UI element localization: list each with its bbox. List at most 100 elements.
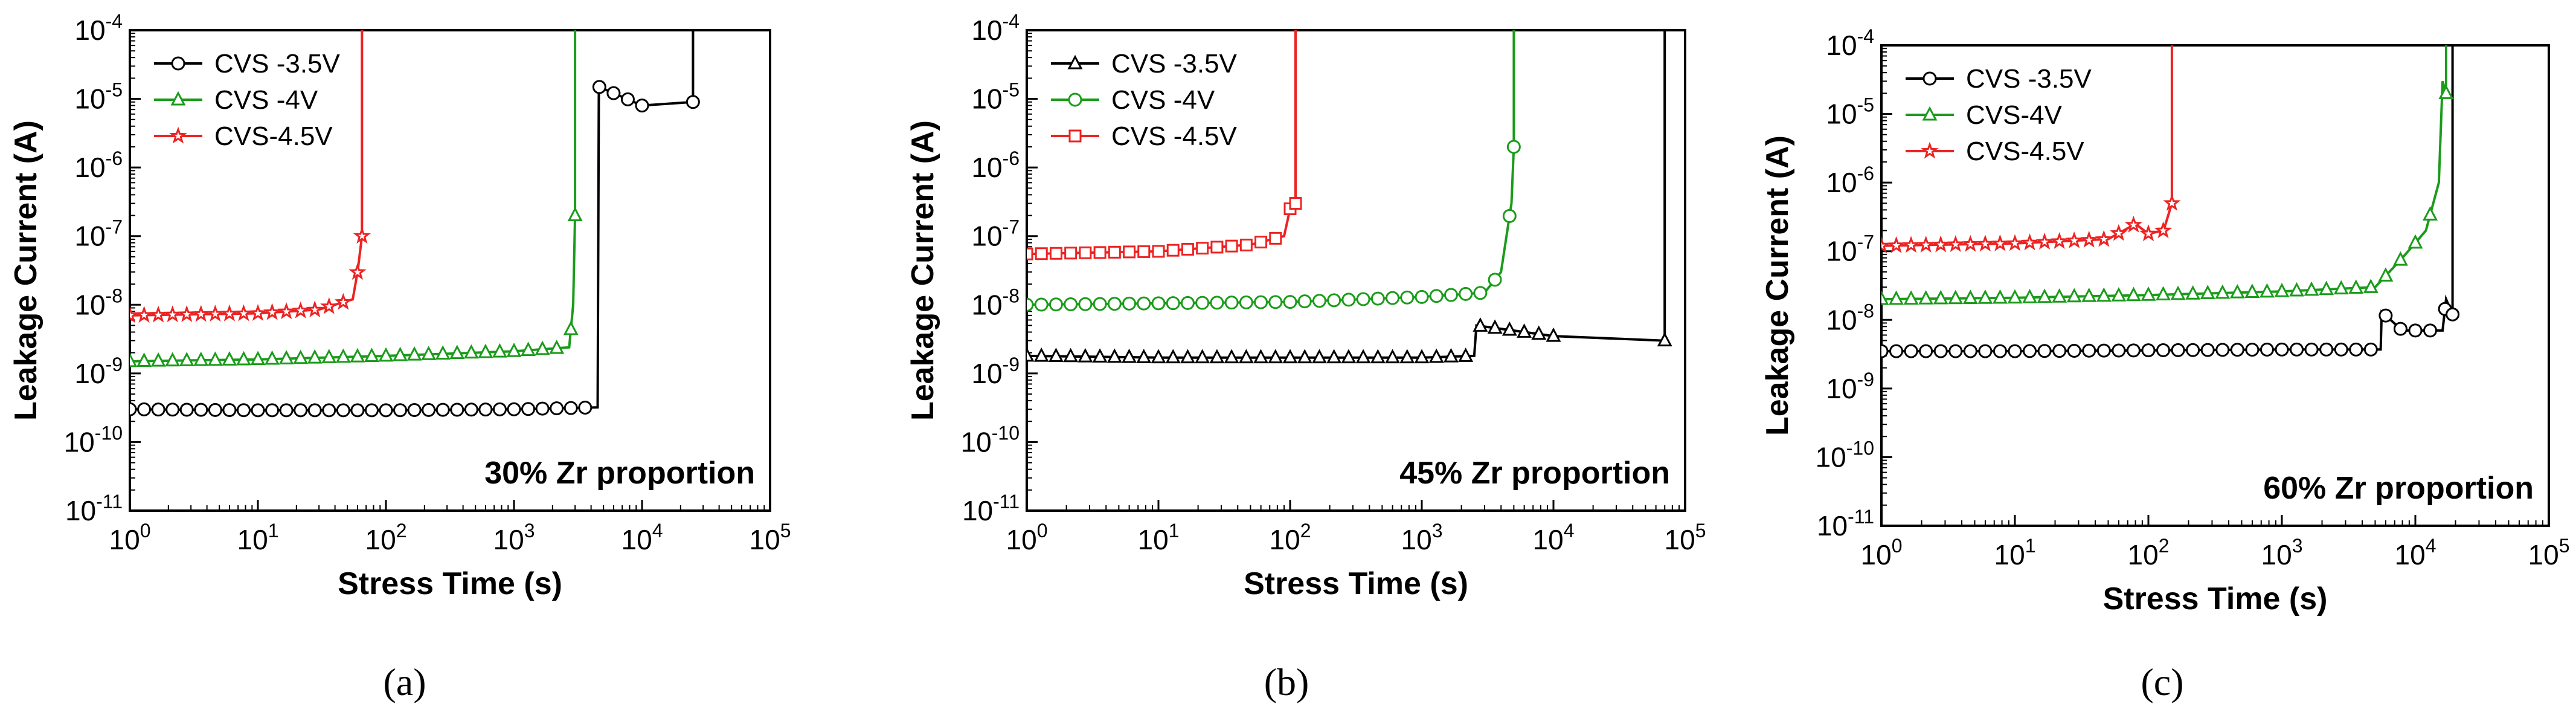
series-marker-1 bbox=[506, 343, 522, 357]
series-marker-0 bbox=[2378, 308, 2393, 323]
series-marker-0 bbox=[222, 403, 237, 418]
series-marker-2 bbox=[2163, 193, 2181, 211]
legend-marker-2 bbox=[1921, 141, 1939, 159]
data-area bbox=[1027, 30, 1672, 364]
panel-annotation: 30% Zr proportion bbox=[484, 456, 755, 491]
series-marker-0 bbox=[2037, 344, 2052, 358]
y-axis-title: Leakage Current (A) bbox=[905, 120, 940, 421]
series-marker-0 bbox=[2275, 342, 2289, 357]
legend-label-2: CVS-4.5V bbox=[214, 121, 333, 151]
y-tick-label: 10-11 bbox=[962, 491, 1020, 526]
series-marker-1 bbox=[1239, 295, 1253, 309]
series-marker-1 bbox=[435, 345, 451, 360]
legend-marker-1 bbox=[1922, 106, 1938, 121]
series-marker-0 bbox=[2446, 307, 2460, 322]
series-marker-1 bbox=[1502, 208, 1517, 223]
series-marker-2 bbox=[1166, 244, 1180, 257]
series-marker-0 bbox=[2319, 342, 2334, 357]
x-tick-label: 105 bbox=[1665, 520, 1706, 555]
series-marker-0 bbox=[1165, 349, 1181, 364]
series-marker-0 bbox=[1048, 347, 1064, 362]
series-marker-0 bbox=[1209, 349, 1225, 364]
series-marker-1 bbox=[521, 341, 536, 357]
x-tick-label: 102 bbox=[1270, 520, 1311, 555]
x-tick-label: 104 bbox=[1533, 520, 1575, 555]
series-marker-2 bbox=[2006, 234, 2024, 251]
y-tick-label: 10-9 bbox=[971, 354, 1020, 389]
y-tick-label: 10-4 bbox=[74, 10, 123, 46]
series-marker-0 bbox=[407, 403, 422, 418]
series-marker-1 bbox=[207, 351, 223, 366]
plot-frame bbox=[1880, 44, 2550, 527]
series-marker-1 bbox=[2156, 286, 2171, 301]
series-marker-0 bbox=[2171, 343, 2185, 357]
y-tick-label: 10-8 bbox=[74, 285, 123, 320]
series-marker-1 bbox=[1386, 291, 1400, 305]
series-marker-1 bbox=[1093, 297, 1107, 311]
series-marker-2 bbox=[1093, 246, 1107, 259]
series-marker-1 bbox=[1933, 289, 1948, 305]
series-marker-1 bbox=[1312, 294, 1326, 308]
series-marker-0 bbox=[507, 402, 521, 416]
series-marker-0 bbox=[1107, 348, 1122, 363]
series-marker-0 bbox=[2290, 342, 2304, 357]
series-marker-0 bbox=[208, 402, 222, 417]
y-tick-label: 10-7 bbox=[1826, 231, 1874, 267]
y-tick-label: 10-8 bbox=[971, 285, 1020, 320]
series-marker-2 bbox=[249, 304, 267, 321]
series-marker-1 bbox=[1210, 296, 1224, 310]
panel-caption: (b) bbox=[1264, 661, 1309, 703]
x-tick-label: 103 bbox=[493, 520, 535, 555]
series-marker-0 bbox=[1122, 348, 1137, 363]
series-marker-0 bbox=[592, 80, 606, 94]
series-marker-2 bbox=[353, 227, 371, 244]
plot-frame bbox=[1026, 29, 1686, 512]
legend-marker-1 bbox=[1068, 92, 1082, 107]
series-marker-1 bbox=[150, 352, 166, 367]
series-marker-1 bbox=[307, 349, 323, 364]
series-marker-1 bbox=[2423, 206, 2438, 221]
series-marker-1 bbox=[421, 346, 437, 360]
series-marker-0 bbox=[1919, 344, 1933, 358]
x-tick-label: 101 bbox=[237, 520, 279, 555]
series-marker-0 bbox=[2230, 343, 2244, 357]
series-marker-0 bbox=[1238, 349, 1254, 364]
series-marker-1 bbox=[535, 340, 550, 355]
series-marker-1 bbox=[165, 352, 181, 367]
series-marker-0 bbox=[2408, 323, 2423, 338]
panel-a: 100 101 102 103 104 105 10-11 10-10 10-9 10-8 10-7… bbox=[8, 10, 791, 703]
series-marker-1 bbox=[1122, 296, 1137, 311]
series-marker-1 bbox=[2215, 284, 2231, 299]
series-marker-0 bbox=[2126, 343, 2141, 358]
series-marker-1 bbox=[1370, 291, 1385, 306]
series-marker-0 bbox=[179, 402, 194, 417]
panel-caption: (a) bbox=[383, 661, 426, 703]
series-marker-1 bbox=[378, 347, 394, 362]
series-marker-2 bbox=[206, 305, 225, 322]
series-marker-1 bbox=[2304, 281, 2319, 296]
series-marker-0 bbox=[535, 401, 550, 416]
series-marker-0 bbox=[635, 99, 649, 113]
x-axis-title: Stress Time (s) bbox=[1244, 566, 1468, 601]
y-tick-label: 10-6 bbox=[971, 147, 1020, 183]
series-marker-1 bbox=[463, 344, 479, 359]
series-marker-0 bbox=[1458, 347, 1474, 362]
series-marker-2 bbox=[234, 304, 253, 322]
series-marker-0 bbox=[1993, 344, 2007, 358]
series-marker-0 bbox=[322, 403, 336, 418]
series-marker-1 bbox=[1400, 290, 1415, 305]
series-marker-1 bbox=[2363, 279, 2378, 293]
series-marker-2 bbox=[2035, 233, 2054, 250]
series-marker-0 bbox=[1933, 344, 1948, 358]
series-marker-1 bbox=[2007, 289, 2023, 304]
series-marker-2 bbox=[1064, 247, 1078, 260]
series-marker-0 bbox=[1195, 349, 1210, 364]
series-marker-0 bbox=[1370, 349, 1386, 364]
series-marker-1 bbox=[236, 351, 251, 366]
series-marker-2 bbox=[1881, 236, 1890, 254]
y-tick-label: 10-10 bbox=[1816, 437, 1874, 473]
series-marker-0 bbox=[422, 402, 436, 417]
series-marker-0 bbox=[1443, 347, 1459, 363]
series-marker-1 bbox=[2407, 234, 2423, 249]
